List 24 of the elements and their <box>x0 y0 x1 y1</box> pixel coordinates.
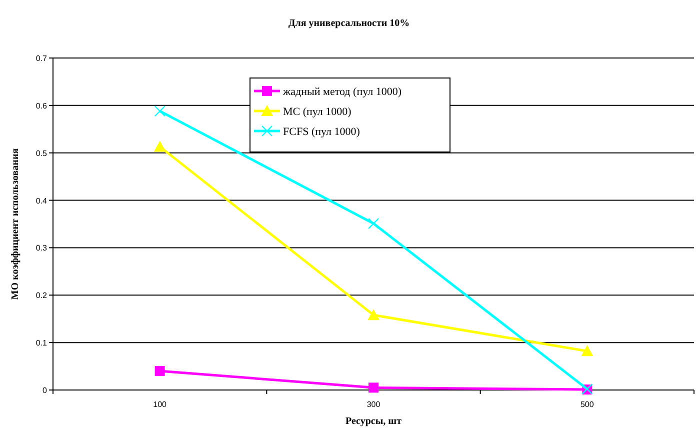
y-tick-label: 0.7 <box>36 54 48 63</box>
legend-label: жадный метод (пул 1000) <box>282 86 402 98</box>
y-tick-label: 0.6 <box>36 101 48 110</box>
x-tick-label: 100 <box>153 400 168 409</box>
legend-label: МС (пул 1000) <box>283 106 352 118</box>
y-tick-label: 0.4 <box>36 196 48 206</box>
point <box>368 382 378 393</box>
point <box>368 218 380 230</box>
x-axis-title: Ресурсы, шт <box>345 416 402 427</box>
point <box>154 366 165 376</box>
y-tick-label: 0.1 <box>36 338 48 348</box>
y-tick-label: 0.5 <box>36 148 48 158</box>
y-tick-label: 0.3 <box>36 244 48 253</box>
point <box>368 309 380 320</box>
y-axis-title: МО коэффициент использования <box>10 148 21 300</box>
point <box>154 106 166 117</box>
chart-title: Для универсальности 10% <box>288 18 410 29</box>
legend-label: FCFS (пул 1000) <box>283 126 360 138</box>
y-tick-label: 0.2 <box>36 291 48 300</box>
x-tick-label: 500 <box>580 400 594 409</box>
point <box>581 345 594 356</box>
point <box>154 140 166 152</box>
y-tick-label: 0 <box>42 386 48 395</box>
x-tick-label: 300 <box>366 400 381 409</box>
